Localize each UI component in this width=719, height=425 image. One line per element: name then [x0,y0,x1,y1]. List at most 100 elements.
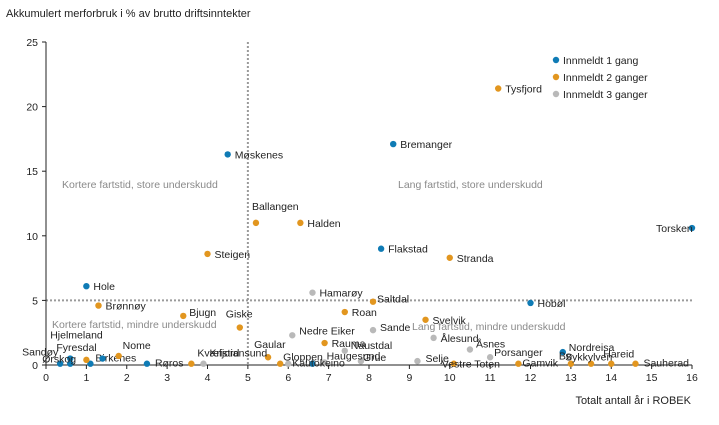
data-point [608,360,615,367]
point-label: Steigen [215,249,251,261]
point-label: Torsken [656,223,693,235]
point-label: Brønnøy [105,301,146,313]
point-label: Grue [363,352,387,364]
point-label: Sauherad [643,358,689,370]
data-point [486,354,494,361]
point-label: Ballangen [252,201,299,213]
data-point [341,308,348,316]
data-point [95,302,102,309]
point-label: Flakstad [388,244,428,256]
data-point [180,312,187,320]
data-point [99,355,106,362]
data-point [83,282,90,290]
data-point [188,360,195,367]
data-point [422,316,429,323]
point-label: Selje [425,353,449,365]
data-point [527,299,534,307]
point-label: Roan [352,307,377,319]
x-tick-label: 12 [525,372,537,384]
data-point [309,289,316,296]
quadrant-label: Kortere fartstid, mindre underskudd [52,319,217,331]
point-label: Kvæfjord [197,348,239,360]
data-point [297,219,304,227]
point-label: Bremanger [400,139,452,151]
point-label: Sande [380,322,411,334]
data-point [567,360,575,367]
data-point [67,360,74,367]
y-tick-label: 10 [26,231,38,243]
point-label: Sandøy [22,347,59,359]
data-points: Møskenes Bremanger Flakstad Hole Hobøl Torske… [22,84,696,371]
point-label: Åsnes [476,337,505,350]
y-axis-title: Akkumulert merforbruk i % av brutto drif… [6,8,251,20]
data-point [430,334,437,342]
point-label: Haugesund [327,350,381,362]
point-label: Gloppen [283,352,323,364]
point-label: Svelvik [433,315,467,327]
x-tick-label: 16 [686,372,698,384]
data-point [87,360,94,367]
data-point [446,254,453,261]
point-label: Nome [123,340,151,352]
data-point [341,347,348,354]
point-label: Nedre Eiker [299,325,355,337]
x-tick-label: 0 [43,372,49,384]
x-tick-label: 10 [444,372,456,384]
y-tick-label: 20 [26,102,38,114]
data-point [450,360,457,367]
x-tick-label: 7 [326,372,332,384]
data-point [204,250,211,258]
data-point [515,360,522,367]
x-tick-label: 4 [205,372,211,384]
data-point [688,224,696,232]
point-label: Gaular [254,339,286,351]
data-point [264,354,272,361]
legend: Innmeldt 1 gang Innmeldt 2 ganger Innmeldt… [552,55,648,101]
legend-label: Innmeldt 3 ganger [563,89,648,101]
legend-label: Innmeldt 1 gang [563,55,638,67]
data-point [309,360,316,367]
point-label: Nordreisa [569,342,615,354]
data-point [285,360,292,367]
point-label: Gamvik [522,358,558,370]
x-tick-label: 15 [646,372,658,384]
x-tick-label: 13 [565,372,577,384]
x-tick-label: 1 [83,372,89,384]
data-point [559,348,566,356]
point-label: Hobøl [538,298,566,310]
x-tick-label: 3 [164,372,170,384]
point-label: Møskenes [235,149,283,161]
legend-label: Innmeldt 2 ganger [563,72,648,84]
point-label: Bjugn [189,307,216,319]
point-label: Kautokeino [292,358,345,370]
data-point [466,346,474,353]
y-tick-label: 15 [26,166,38,178]
point-label: Porsanger [494,347,543,359]
point-label: Kristiansund [209,348,267,360]
quadrant-labels: Kortere fartstid, store underskudd Lang f… [52,179,566,333]
data-point [321,359,328,366]
point-label: Fyresdal [56,342,96,354]
x-tick-label: 6 [285,372,291,384]
point-label: Bø [559,351,573,363]
data-point [414,357,421,365]
point-label: Sykkylven [565,352,612,364]
data-point [252,219,260,227]
x-tick-label: 11 [485,372,496,384]
point-label: Hareid [603,349,634,361]
y-tick-label: 25 [26,37,38,49]
data-point [321,339,328,347]
data-point [377,245,385,252]
data-point [83,356,90,364]
point-label: Tysfjord [505,84,542,96]
y-tick-label: 0 [32,360,38,372]
point-label: Vestre Toten [442,359,500,371]
data-point [236,324,243,331]
point-label: Giske [226,309,253,321]
quadrant-label: Lang fartstid, mindre underskudd [412,321,566,333]
data-point [587,360,595,367]
data-point [369,326,377,334]
y-tick-label: 5 [32,295,38,307]
data-point [357,357,365,365]
